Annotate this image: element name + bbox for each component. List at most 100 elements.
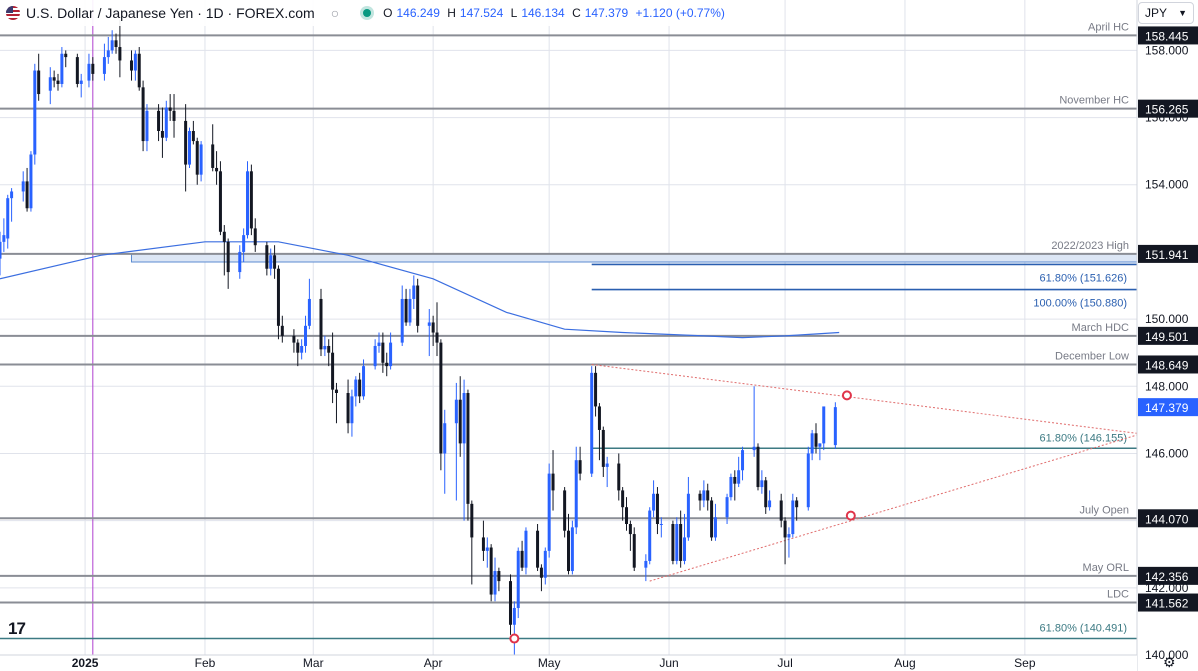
candle-body — [331, 352, 335, 390]
candle-body — [412, 285, 416, 299]
candle-body — [760, 480, 764, 488]
candle-body — [102, 57, 106, 74]
x-tick-label: 2025 — [72, 656, 99, 670]
level-label: April HC — [1088, 21, 1129, 33]
gear-icon[interactable]: ⚙ — [1163, 654, 1176, 670]
high-value: 147.524 — [459, 6, 504, 20]
candle-body — [323, 345, 327, 350]
candle-body — [6, 198, 10, 239]
candle-body — [106, 50, 110, 58]
candle-body — [408, 298, 412, 323]
candle-body — [377, 342, 381, 346]
close-value: 147.379 — [584, 6, 629, 20]
candle-body — [10, 191, 14, 199]
candle-body — [195, 141, 199, 175]
candle-body — [702, 490, 706, 501]
candle-body — [168, 107, 172, 111]
candle-body — [431, 322, 435, 333]
tradingview-logo[interactable]: 17 — [8, 619, 26, 638]
candle-body — [292, 335, 296, 343]
candle-body — [516, 550, 520, 608]
ohlc-readout: O 146.249 H 147.524 L 146.134 C 147.379 +1.1… — [383, 6, 729, 20]
candle-body — [470, 503, 474, 538]
candle-body — [764, 480, 768, 508]
candle-body — [114, 40, 118, 48]
level-label: March HDC — [1072, 322, 1130, 334]
candle-body — [632, 534, 636, 568]
y-tick-label: 154.000 — [1145, 178, 1189, 192]
candle-body — [416, 285, 420, 326]
open-label: O — [383, 6, 393, 20]
candle-body — [184, 120, 188, 165]
y-tick-label: 146.000 — [1145, 446, 1189, 460]
y-tick-label: 158.000 — [1145, 43, 1189, 57]
candle-body — [427, 322, 431, 326]
candle-body — [574, 460, 578, 528]
candle-body — [497, 571, 501, 582]
candle-body — [822, 406, 826, 444]
currency-selector[interactable]: JPY ▼ — [1138, 2, 1194, 24]
x-tick-label: Aug — [894, 656, 915, 670]
level-label: 2022/2023 High — [1051, 240, 1129, 252]
candle-body — [319, 298, 323, 350]
candle-body — [249, 171, 253, 229]
level-label: November HC — [1059, 95, 1129, 107]
candle-body — [404, 298, 408, 323]
x-tick-label: Jun — [659, 656, 678, 670]
candle-body — [269, 255, 273, 269]
high-label: H — [447, 6, 456, 20]
candle-body — [628, 524, 632, 535]
candle-body — [354, 379, 358, 397]
candle-body — [276, 268, 280, 326]
candle-body — [56, 80, 60, 84]
level-label: May ORL — [1083, 562, 1129, 574]
trendline — [649, 434, 1138, 582]
candle-body — [48, 77, 52, 91]
fib-level-label: 61.80% (151.626) — [1040, 272, 1127, 284]
candle-body — [373, 345, 377, 367]
candle-body — [621, 490, 625, 508]
candle-body — [756, 446, 760, 488]
candle-body — [141, 87, 145, 142]
low-label: L — [510, 6, 518, 20]
candle-body — [211, 144, 215, 168]
candle-body — [29, 154, 33, 209]
fib-level-label: 61.80% (140.491) — [1040, 623, 1127, 635]
candle-body — [512, 607, 516, 625]
candle-body — [400, 298, 404, 343]
candle-body — [713, 517, 717, 538]
candle-body — [625, 507, 629, 524]
candle-body — [110, 40, 114, 51]
change-value: +1.120 (+0.77%) — [635, 6, 725, 20]
candle-body — [590, 372, 594, 474]
market-status-dot — [363, 9, 372, 17]
symbol-title[interactable]: U.S. Dollar / Japanese Yen · 1D · FOREX.… — [26, 5, 315, 21]
level-label: July Open — [1079, 504, 1129, 516]
candle-body — [683, 537, 687, 561]
x-tick-label: Sep — [1014, 656, 1036, 670]
candle-body — [567, 530, 570, 572]
pivot-marker — [845, 510, 856, 521]
trendline — [591, 363, 1138, 434]
candle-body — [164, 107, 168, 138]
x-tick-label: Mar — [303, 656, 324, 670]
candle-body — [578, 460, 582, 474]
fib-level-label: 61.80% (146.155) — [1040, 432, 1127, 444]
candle-body — [810, 433, 814, 454]
candle-body — [454, 399, 458, 424]
candle-body — [79, 80, 83, 84]
close-label: C — [572, 6, 581, 20]
eye-icon[interactable]: ○ — [330, 5, 340, 21]
candle-body — [307, 298, 311, 326]
candle-body — [779, 500, 783, 521]
candle-body — [381, 342, 385, 363]
candle-body — [304, 325, 308, 346]
y-tick-label: 150.000 — [1145, 312, 1189, 326]
candle-body — [145, 110, 149, 142]
candle-body — [458, 399, 462, 444]
x-tick-label: Jul — [777, 656, 792, 670]
candle-body — [389, 342, 393, 367]
x-tick-label: Feb — [195, 656, 216, 670]
time-axis-bg — [0, 655, 1137, 671]
